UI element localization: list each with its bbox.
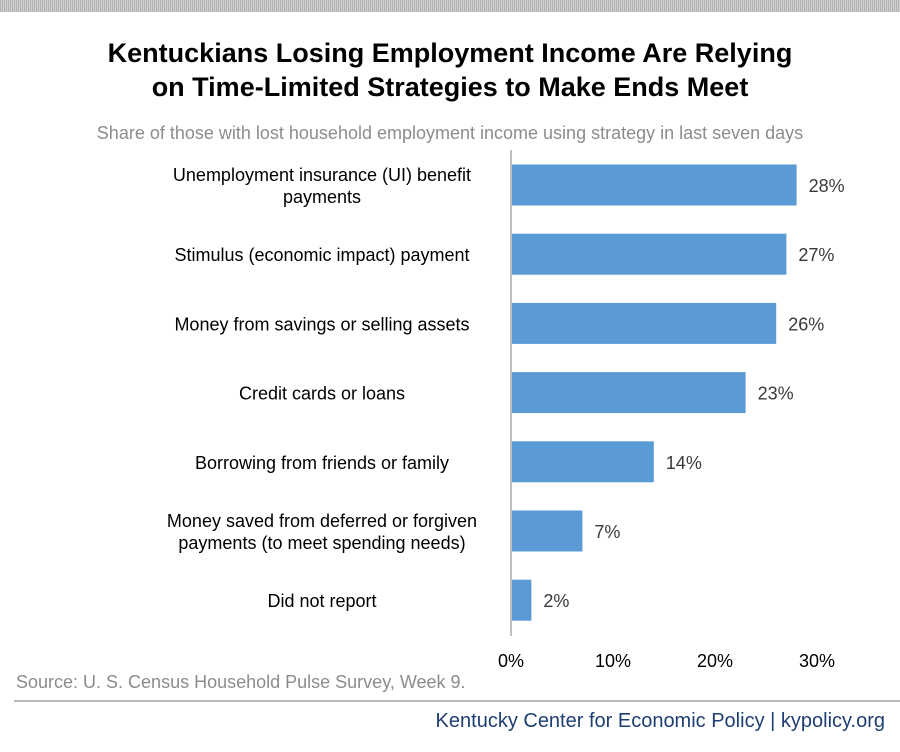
bottom-divider — [14, 700, 900, 702]
chart-title: Kentuckians Losing Employment Income Are… — [0, 36, 900, 104]
category-label-0: Unemployment insurance (UI) benefit payme… — [173, 165, 471, 207]
data-label-6: 2% — [543, 591, 569, 611]
x-tick-label-1: 10% — [595, 651, 631, 671]
data-label-3: 23% — [758, 384, 794, 404]
category-label-5-line-1: payments (to meet spending needs) — [178, 533, 465, 553]
bar-0 — [511, 164, 797, 206]
bar-chart: 28%Unemployment insurance (UI) benefit pa… — [167, 150, 845, 671]
category-label-6-line-0: Did not report — [267, 591, 376, 611]
category-label-4-line-0: Borrowing from friends or family — [195, 453, 449, 473]
chart-title-line-2: on Time-Limited Strategies to Make Ends … — [151, 72, 749, 102]
data-label-5: 7% — [594, 522, 620, 542]
category-label-3-line-0: Credit cards or loans — [239, 384, 405, 404]
data-label-4: 14% — [666, 453, 702, 473]
category-label-4: Borrowing from friends or family — [195, 453, 449, 473]
x-tick-label-3: 30% — [799, 651, 835, 671]
category-label-2: Money from savings or selling assets — [174, 314, 469, 334]
bar-3 — [511, 372, 746, 414]
data-label-1: 27% — [798, 245, 834, 265]
category-label-5-line-0: Money saved from deferred or forgiven — [167, 511, 477, 531]
x-tick-label-0: 0% — [498, 651, 524, 671]
footer-credit: Kentucky Center for Economic Policy | ky… — [435, 710, 885, 732]
x-tick-label-2: 20% — [697, 651, 733, 671]
chart-subtitle: Share of those with lost household emplo… — [96, 123, 804, 143]
data-label-2: 26% — [788, 314, 824, 334]
top-band — [0, 0, 900, 12]
bar-2 — [511, 302, 777, 344]
category-label-3: Credit cards or loans — [239, 384, 405, 404]
category-label-1: Stimulus (economic impact) payment — [174, 245, 469, 265]
bar-5 — [511, 510, 583, 552]
bar-1 — [511, 233, 787, 275]
chart-title-line-1: Kentuckians Losing Employment Income Are… — [107, 38, 793, 68]
category-label-0-line-1: payments — [283, 187, 361, 207]
category-label-1-line-0: Stimulus (economic impact) payment — [174, 245, 469, 265]
category-label-2-line-0: Money from savings or selling assets — [174, 314, 469, 334]
data-label-0: 28% — [809, 176, 845, 196]
bar-4 — [511, 441, 654, 483]
category-label-5: Money saved from deferred or forgiven pay… — [167, 511, 477, 553]
source-note: Source: U. S. Census Household Pulse Sur… — [16, 672, 466, 692]
category-label-0-line-0: Unemployment insurance (UI) benefit — [173, 165, 471, 185]
bar-6 — [511, 579, 532, 621]
category-label-6: Did not report — [267, 591, 376, 611]
